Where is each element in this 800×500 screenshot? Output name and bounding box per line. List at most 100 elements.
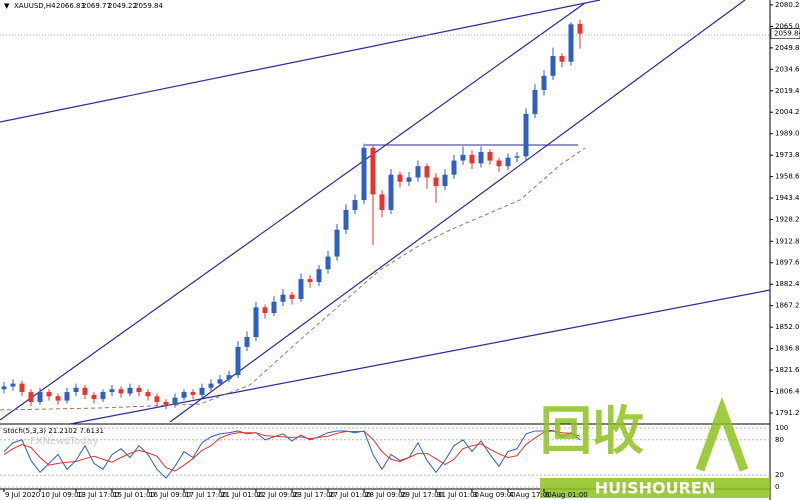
header-close: 2059.84 [134,2,163,10]
candle-body [109,389,115,393]
x-tick-label: 9 Jul 2020 [5,491,40,499]
candle-body [496,160,502,167]
candle-body [334,229,340,257]
candle-body [226,375,232,380]
drawings [0,0,771,425]
candle-body [199,387,205,395]
candle-body [379,194,385,210]
candle-body [136,387,142,393]
candle-body [235,346,241,376]
y-tick-label: 2065.00 [775,22,800,30]
x-tick-label: 21 Jul 01:00 [221,491,263,499]
candle-body [406,177,412,182]
candle-body [46,392,52,397]
candle-body [343,209,349,230]
x-tick-label: 15 Jul 01:00 [113,491,155,499]
x-tick-label: 16 Jul 09:00 [149,491,191,499]
logo-watermark: 回收 HUISHOUREN [540,396,770,498]
candle-body [154,396,160,402]
stoch-label: Stoch(5,3,3) 21.2102 7.6131 [3,427,104,435]
candle-body [316,269,322,282]
candle-body [370,147,376,195]
candle-body [298,279,304,299]
candle-body [289,294,295,299]
x-tick-label: 28 Jul 09:00 [365,491,407,499]
trend-line [169,0,746,423]
price-label: 2059.84 [774,30,800,38]
y-tick-label: 2049.80 [775,44,800,52]
x-tick-label: 23 Jul 17:00 [293,491,335,499]
candle-body [145,392,151,397]
candle-body [55,396,61,401]
candle-body [10,383,16,387]
x-tick-label: 3 Aug 09:00 [473,491,516,499]
candle-body [37,392,43,402]
stoch-line [3,430,581,472]
y-tick-label: 1989.00 [775,130,800,138]
trend-line [0,2,586,421]
y-tick-label: 2034.60 [775,65,800,73]
candle-body [118,389,124,394]
y-tick-label: 1928.20 [775,216,800,224]
candle-body [541,75,547,90]
y-tick-label: 1912.80 [775,237,800,245]
candle-body [460,154,466,161]
x-tick-label: 22 Jul 09:00 [257,491,299,499]
candle-body [1,386,7,390]
candle-body [82,387,88,395]
y-tick-label: 1958.60 [775,173,800,181]
candle-body [253,307,259,338]
y-tick-label: 1821.60 [775,366,800,374]
candle-body [433,177,439,186]
candle-body [568,24,574,62]
price-label-box [770,28,800,39]
candle-body [325,256,331,270]
candle-body [208,383,214,388]
y-tick-label: 1836.80 [775,345,800,353]
candle-body [64,392,70,401]
x-tick-label: 6 Aug 01:00 [545,491,588,499]
candle-body [523,113,529,157]
symbol-title: XAUUSD,H4 [14,2,56,10]
header-low: 2049.22 [108,2,137,10]
y-tick-label: 1806.40 [775,388,800,396]
faint-watermark: FXNewsToday [30,436,99,447]
header-open: 2066.83 [56,2,85,10]
logo-text: 回收 [540,402,644,462]
x-tick-label: 10 Jul 09:00 [41,491,83,499]
candle-body [388,174,394,210]
trend-line [69,289,771,425]
stoch-tick-label: 100 [775,424,788,432]
candle-body [361,147,367,201]
candle-body [181,392,187,398]
candle-body [262,307,268,314]
brand-text: HUISHOUREN [595,479,715,498]
candle-body [415,166,421,178]
brand-banner [540,478,770,498]
y-tick-label: 2019.40 [775,87,800,95]
y-tick-label: 1943.40 [775,194,800,202]
candle-body [442,174,448,186]
stoch-tick-label: 0 [775,483,779,491]
candle-body [352,200,358,210]
stoch-tick-label: 80 [775,436,784,444]
x-tick-label: 29 Jul 17:00 [401,491,443,499]
candle-body [424,166,430,178]
candle-body [244,337,250,347]
candle-body [577,23,583,34]
candle-body [532,89,538,114]
candle-body [487,152,493,161]
x-tick-label: 13 Jul 17:00 [77,491,119,499]
candle-body [100,392,106,400]
y-tick-label: 1897.60 [775,259,800,267]
candle-body [451,160,457,175]
y-tick-label: 1882.40 [775,280,800,288]
y-tick-label: 1791.20 [775,409,800,417]
x-tick-label: 31 Jul 01:00 [437,491,479,499]
candle-body [127,387,133,394]
moving-average [0,147,586,411]
trend-line [0,0,601,123]
logo-icon [695,396,749,472]
candle-body [271,301,277,314]
